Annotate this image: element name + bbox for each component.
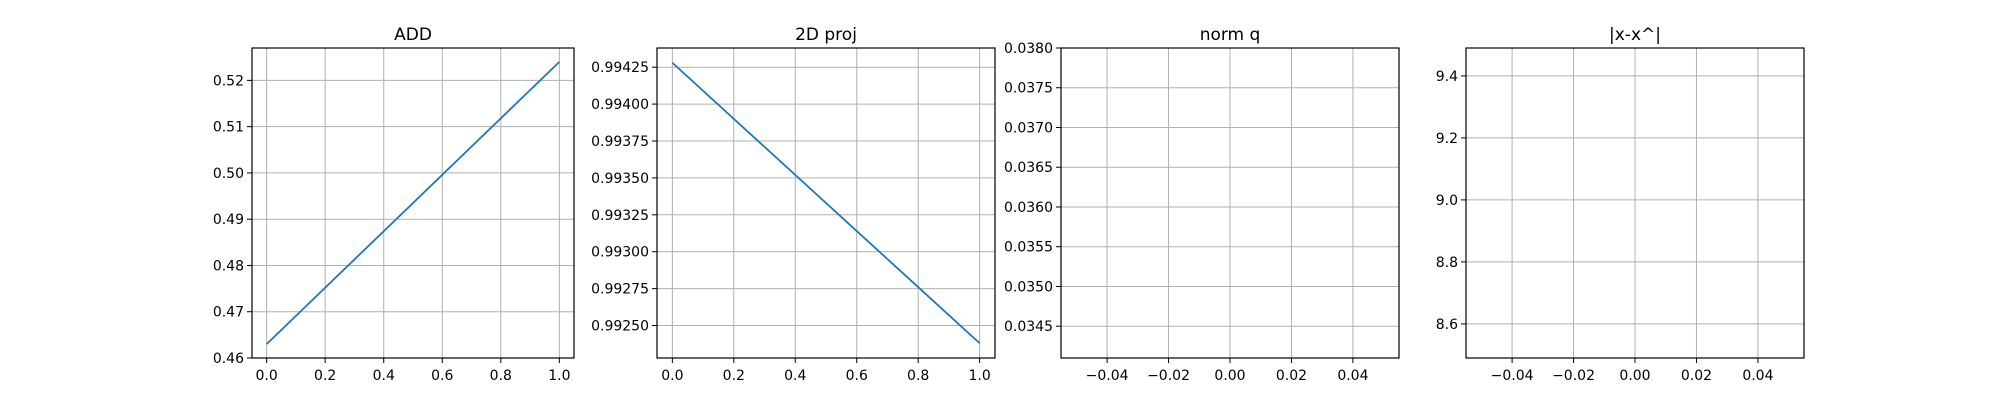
y-tick-label: 0.46 [213, 351, 244, 367]
y-tick-label: 0.99250 [591, 319, 649, 335]
y-tick-label: 9.4 [1436, 69, 1458, 85]
series-line [671, 62, 981, 344]
series-line [266, 61, 560, 345]
x-tick-label: −0.04 [1086, 368, 1129, 384]
y-tick-label: 0.0370 [1004, 120, 1053, 136]
x-tick-label: 0.02 [1681, 368, 1712, 384]
y-tick-label: 0.0365 [1004, 160, 1053, 176]
x-tick-label: 1.0 [548, 368, 570, 384]
x-tick-label: 0.4 [784, 368, 806, 384]
y-tick-label: 0.99375 [591, 134, 649, 150]
chart-title: ADD [394, 25, 432, 45]
x-tick-label: 0.00 [1619, 368, 1650, 384]
y-tick-label: 0.0345 [1004, 319, 1053, 335]
x-tick-label: 0.8 [907, 368, 929, 384]
y-tick-label: 8.6 [1436, 317, 1458, 333]
y-tick-label: 0.0350 [1004, 279, 1053, 295]
x-tick-label: 0.0 [661, 368, 683, 384]
subplot-2: 2D proj 0.0 0.2 0.4 0.6 0.8 1.0 0.99250 0.99275 0… [591, 25, 996, 384]
x-tick-label: 0.4 [373, 368, 395, 384]
x-tick-label: 0.6 [846, 368, 868, 384]
x-tick-label: 0.04 [1742, 368, 1773, 384]
x-tick-label: −0.02 [1552, 368, 1595, 384]
x-tick-label: 0.0 [256, 368, 278, 384]
x-tick-label: −0.02 [1147, 368, 1190, 384]
y-tick-label: 0.99425 [591, 60, 649, 76]
y-tick-label: 0.0360 [1004, 200, 1053, 216]
y-tick-label: 0.47 [213, 305, 244, 321]
y-tick-label: 0.99300 [591, 245, 649, 261]
x-tick-label: 1.0 [969, 368, 991, 384]
x-tick-label: 0.2 [314, 368, 336, 384]
axes-frame [1060, 47, 1400, 359]
chart-title: |x-x^| [1609, 25, 1661, 45]
axes-frame [251, 47, 575, 359]
y-tick-label: 0.52 [213, 73, 244, 89]
y-tick-label: 0.99400 [591, 97, 649, 113]
y-tick-label: 0.99350 [591, 171, 649, 187]
subplot-3: norm q −0.04 −0.02 0.00 0.02 0.04 0.0345 0.0350… [1004, 25, 1400, 384]
axes-frame [1465, 47, 1805, 359]
x-tick-label: 0.04 [1337, 368, 1368, 384]
subplot-1: ADD 0.0 0.2 0.4 0.6 0.8 1.0 0.46 0.47 0.48 0.49 0.5… [213, 25, 575, 384]
chart-title: norm q [1200, 25, 1261, 45]
x-tick-label: 0.8 [490, 368, 512, 384]
y-tick-label: 0.99275 [591, 282, 649, 298]
y-tick-label: 0.50 [213, 166, 244, 182]
y-tick-label: 0.99325 [591, 208, 649, 224]
x-tick-label: −0.04 [1491, 368, 1534, 384]
y-tick-label: 0.0375 [1004, 81, 1053, 97]
y-tick-label: 0.49 [213, 212, 244, 228]
x-tick-label: 0.02 [1276, 368, 1307, 384]
y-tick-label: 0.51 [213, 120, 244, 136]
y-tick-label: 0.0355 [1004, 240, 1053, 256]
x-tick-label: 0.00 [1214, 368, 1245, 384]
x-tick-label: 0.2 [723, 368, 745, 384]
y-tick-label: 9.2 [1436, 131, 1458, 147]
y-tick-label: 0.48 [213, 258, 244, 274]
axes-frame [656, 47, 996, 359]
y-tick-label: 8.8 [1436, 255, 1458, 271]
x-tick-label: 0.6 [431, 368, 453, 384]
y-tick-label: 0.0380 [1004, 41, 1053, 57]
y-tick-label: 9.0 [1436, 193, 1458, 209]
subplot-4: |x-x^| −0.04 −0.02 0.00 0.02 0.04 8.6 8.8 9.0 9.2… [1436, 25, 1805, 384]
chart-title: 2D proj [795, 25, 857, 45]
